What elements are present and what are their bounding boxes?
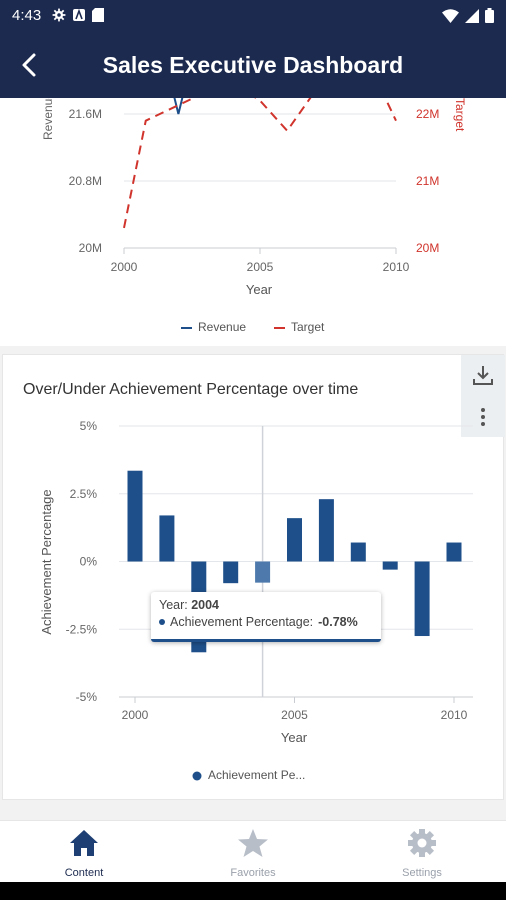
tooltip-year-value: 2004	[191, 598, 220, 612]
nav-favorites-label: Favorites	[230, 867, 276, 879]
bar-2003[interactable]	[223, 561, 239, 584]
bar-2000[interactable]	[127, 470, 143, 562]
download-icon	[473, 366, 493, 385]
legend-target: Target	[291, 320, 325, 334]
revenue-target-chart-card: 20M 20.8M 21.6M 20M 21M 22M 2000 2005 2010 Reven…	[0, 98, 506, 346]
bar-2005[interactable]	[287, 518, 302, 562]
tooltip-metric-label: Achievement Percentage:	[170, 615, 314, 629]
target-line	[123, 98, 397, 229]
x-tick: 2010	[441, 708, 468, 722]
chart-tools	[461, 355, 505, 437]
sim-card-icon	[92, 8, 104, 22]
settings-status-icon	[52, 8, 66, 22]
nav-content-label: Content	[64, 867, 104, 879]
achievement-chart: 5% 2.5% 0% -2.5% -5% 2000 2005 2010 Achievement…	[39, 419, 473, 782]
app-bar: Sales Executive Dashboard	[0, 32, 506, 98]
y-tick: 5%	[80, 419, 98, 433]
system-nav-bar	[0, 882, 506, 900]
y-tick: -2.5%	[66, 622, 98, 636]
x-tick: 2005	[281, 708, 308, 722]
legend-revenue: Revenue	[198, 320, 246, 334]
status-time: 4:43	[12, 7, 42, 24]
x-axis-label: Year	[281, 730, 308, 745]
nav-content[interactable]: Content	[0, 821, 168, 883]
legend: Revenue Target	[181, 320, 325, 334]
wifi-icon	[442, 8, 459, 23]
bottom-navigation: Content Favorites Settings	[0, 820, 506, 883]
chart-tooltip: Year: 2004 Achievement Percentage: -0.78…	[151, 592, 381, 642]
right-axis-label: Target	[453, 98, 467, 132]
status-bar: 4:43	[0, 0, 506, 32]
x-axis-label: Year	[246, 282, 273, 297]
nav-settings-label: Settings	[402, 867, 442, 879]
star-icon	[238, 829, 268, 857]
chart-title: Over/Under Achievement Percentage over t…	[23, 381, 359, 398]
tooltip-dot	[159, 619, 165, 625]
y-tick-left: 20M	[79, 241, 102, 255]
signal-icon	[465, 8, 479, 23]
y-tick: 2.5%	[70, 487, 98, 501]
x-tick: 2000	[122, 708, 149, 722]
bar-2008[interactable]	[382, 561, 398, 570]
back-arrow-icon	[22, 53, 36, 77]
x-tick: 2005	[247, 260, 274, 274]
battery-icon	[485, 8, 494, 23]
x-tick: 2000	[111, 260, 138, 274]
app-status-icon	[73, 8, 85, 21]
y-tick-right: 22M	[416, 107, 439, 121]
y-tick-left: 20.8M	[69, 174, 102, 188]
y-tick: -5%	[76, 690, 98, 704]
revenue-line	[173, 98, 184, 115]
home-icon	[70, 830, 98, 856]
x-tick: 2010	[383, 260, 410, 274]
achievement-chart-card: Over/Under Achievement Percentage over t…	[2, 354, 505, 800]
left-axis-label: Revenue	[41, 98, 55, 140]
page-title: Sales Executive Dashboard	[102, 52, 404, 78]
back-button[interactable]	[14, 50, 44, 80]
legend: Achievement Pe...	[192, 768, 305, 782]
gear-icon	[408, 829, 436, 857]
bar-2004[interactable]	[255, 561, 271, 583]
y-tick: 0%	[80, 555, 98, 569]
bar-2010[interactable]	[446, 542, 462, 562]
legend-achievement: Achievement Pe...	[208, 768, 305, 782]
y-tick-right: 21M	[416, 174, 439, 188]
bar-2006[interactable]	[318, 499, 334, 562]
nav-settings[interactable]: Settings	[338, 821, 506, 883]
tooltip-metric-value: -0.78%	[318, 615, 358, 629]
bar-2001[interactable]	[159, 515, 175, 562]
revenue-target-chart: 20M 20.8M 21.6M 20M 21M 22M 2000 2005 2010 Reven…	[41, 98, 467, 334]
download-button[interactable]	[461, 355, 505, 395]
tooltip-year-label: Year:	[159, 598, 192, 612]
nav-favorites[interactable]: Favorites	[169, 821, 337, 883]
more-options-button[interactable]	[461, 397, 505, 437]
more-vert-icon	[481, 408, 485, 426]
y-tick-right: 20M	[416, 241, 439, 255]
bar-2009[interactable]	[414, 561, 430, 637]
bar-2007[interactable]	[350, 542, 366, 562]
y-tick-left: 21.6M	[69, 107, 102, 121]
y-axis-label: Achievement Percentage	[39, 489, 54, 634]
